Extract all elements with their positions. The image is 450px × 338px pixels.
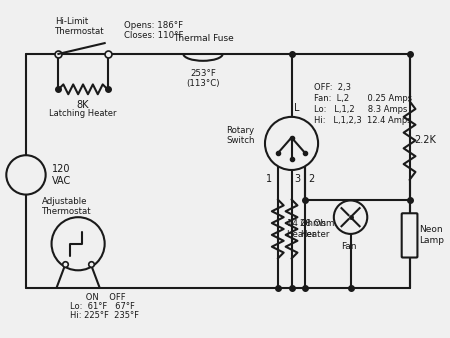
Text: Hi-Limit
Thermostat: Hi-Limit Thermostat xyxy=(55,17,105,36)
Circle shape xyxy=(265,117,318,170)
Text: Fan:  L,2       0.25 Amps: Fan: L,2 0.25 Amps xyxy=(314,94,412,103)
Text: 28 Ohms
Heater: 28 Ohms Heater xyxy=(301,219,339,239)
Text: 14 Ohms
Heater: 14 Ohms Heater xyxy=(287,219,325,239)
FancyBboxPatch shape xyxy=(402,213,418,258)
Text: Opens: 186°F
Closes: 110°F: Opens: 186°F Closes: 110°F xyxy=(124,21,184,40)
Text: Hi:   L,1,2,3  12.4 Amps: Hi: L,1,2,3 12.4 Amps xyxy=(314,116,412,125)
Text: 1: 1 xyxy=(266,174,272,184)
Text: L: L xyxy=(294,103,300,113)
Text: Latching Heater: Latching Heater xyxy=(49,109,117,118)
Circle shape xyxy=(6,155,45,195)
Circle shape xyxy=(334,200,367,234)
Text: 8K: 8K xyxy=(77,100,89,110)
Text: Fan: Fan xyxy=(341,242,356,251)
Text: Lo:   L,1,2     8.3 Amps: Lo: L,1,2 8.3 Amps xyxy=(314,105,408,114)
Text: 2.2K: 2.2K xyxy=(414,136,436,145)
Text: 120
VAC: 120 VAC xyxy=(52,164,71,186)
Text: 2: 2 xyxy=(308,174,315,184)
Text: Rotary
Switch: Rotary Switch xyxy=(226,126,255,145)
Text: Neon
Lamp: Neon Lamp xyxy=(419,225,445,245)
Text: 3: 3 xyxy=(294,174,301,184)
Text: ON    OFF: ON OFF xyxy=(70,293,126,302)
Text: Lo:  61°F   67°F: Lo: 61°F 67°F xyxy=(70,302,135,311)
Text: Hi: 225°F  235°F: Hi: 225°F 235°F xyxy=(70,311,139,320)
Text: OFF:  2,3: OFF: 2,3 xyxy=(314,83,351,92)
Text: Thermal Fuse: Thermal Fuse xyxy=(173,34,234,43)
Text: 253°F
(113°C): 253°F (113°C) xyxy=(186,69,220,88)
Text: Adjustable
Thermostat: Adjustable Thermostat xyxy=(42,197,91,216)
Circle shape xyxy=(52,217,105,270)
